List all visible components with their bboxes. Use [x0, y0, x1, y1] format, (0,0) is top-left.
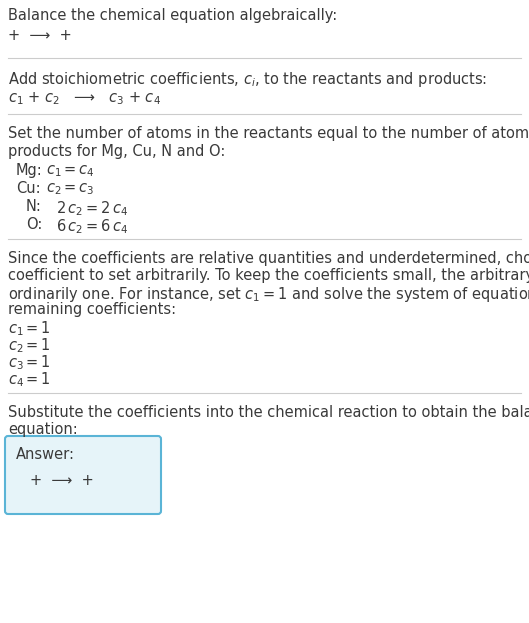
Text: +  ⟶  +: + ⟶ +	[30, 473, 94, 488]
Text: $c_2 = 1$: $c_2 = 1$	[8, 336, 51, 354]
Text: Mg:: Mg:	[16, 163, 43, 178]
Text: +  ⟶  +: + ⟶ +	[8, 28, 72, 43]
Text: O:: O:	[26, 217, 42, 232]
Text: Balance the chemical equation algebraically:: Balance the chemical equation algebraica…	[8, 8, 338, 23]
Text: coefficient to set arbitrarily. To keep the coefficients small, the arbitrary va: coefficient to set arbitrarily. To keep …	[8, 268, 529, 283]
Text: $c_4 = 1$: $c_4 = 1$	[8, 370, 51, 389]
Text: $c_1$ + $c_2$   ⟶   $c_3$ + $c_4$: $c_1$ + $c_2$ ⟶ $c_3$ + $c_4$	[8, 90, 161, 107]
Text: $6\,c_2 = 6\,c_4$: $6\,c_2 = 6\,c_4$	[56, 217, 128, 235]
Text: $c_2 = c_3$: $c_2 = c_3$	[46, 181, 95, 197]
Text: $c_1 = c_4$: $c_1 = c_4$	[46, 163, 95, 179]
Text: $2\,c_2 = 2\,c_4$: $2\,c_2 = 2\,c_4$	[56, 199, 128, 217]
Text: products for Mg, Cu, N and O:: products for Mg, Cu, N and O:	[8, 144, 225, 159]
Text: $c_1 = 1$: $c_1 = 1$	[8, 319, 51, 338]
Text: N:: N:	[26, 199, 42, 214]
Text: Since the coefficients are relative quantities and underdetermined, choose a: Since the coefficients are relative quan…	[8, 251, 529, 266]
Text: Substitute the coefficients into the chemical reaction to obtain the balanced: Substitute the coefficients into the che…	[8, 405, 529, 420]
Text: remaining coefficients:: remaining coefficients:	[8, 302, 176, 317]
Text: Answer:: Answer:	[16, 447, 75, 462]
Text: equation:: equation:	[8, 422, 78, 437]
Text: ordinarily one. For instance, set $c_1 = 1$ and solve the system of equations fo: ordinarily one. For instance, set $c_1 =…	[8, 285, 529, 304]
FancyBboxPatch shape	[5, 436, 161, 514]
Text: Set the number of atoms in the reactants equal to the number of atoms in the: Set the number of atoms in the reactants…	[8, 126, 529, 141]
Text: Add stoichiometric coefficients, $c_i$, to the reactants and products:: Add stoichiometric coefficients, $c_i$, …	[8, 70, 487, 89]
Text: $c_3 = 1$: $c_3 = 1$	[8, 353, 51, 372]
Text: Cu:: Cu:	[16, 181, 41, 196]
